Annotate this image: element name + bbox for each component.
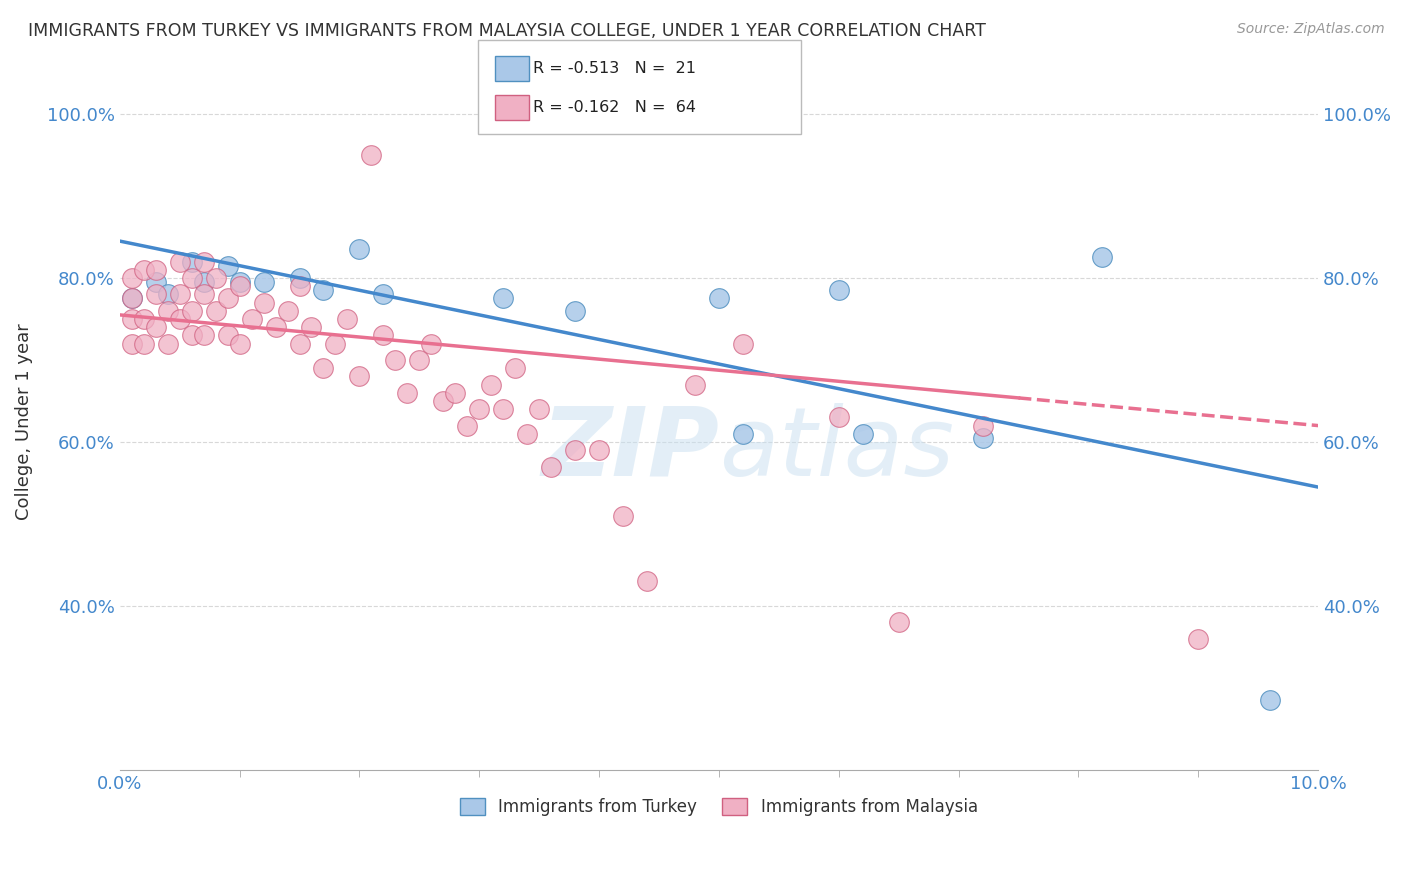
Text: R = -0.162   N =  64: R = -0.162 N = 64 (533, 100, 696, 114)
Point (731, 426, 754, 441)
Point (276, 303, 298, 318)
Point (156, 336, 179, 351)
Point (156, 303, 179, 318)
Point (169, 287, 191, 301)
Point (240, 312, 263, 326)
Point (264, 320, 287, 334)
Text: IMMIGRANTS FROM TURKEY VS IMMIGRANTS FROM MALAYSIA COLLEGE, UNDER 1 YEAR CORRELA: IMMIGRANTS FROM TURKEY VS IMMIGRANTS FRO… (28, 22, 986, 40)
Text: ZIP: ZIP (541, 403, 718, 496)
Point (121, 312, 143, 326)
Point (408, 353, 430, 368)
Point (683, 377, 706, 392)
Point (145, 262, 167, 277)
Point (396, 385, 419, 400)
Point (121, 271, 143, 285)
Point (503, 361, 526, 376)
Point (312, 283, 335, 297)
Point (588, 443, 610, 458)
Y-axis label: College, Under 1 year: College, Under 1 year (15, 323, 32, 520)
Point (336, 312, 359, 326)
Point (636, 574, 658, 589)
Point (456, 418, 478, 433)
Point (145, 287, 167, 301)
Point (707, 292, 730, 306)
Point (612, 508, 634, 523)
Point (360, 148, 382, 162)
Point (288, 271, 311, 285)
Point (1187, 632, 1209, 646)
Point (492, 292, 515, 306)
Point (312, 361, 335, 376)
Point (420, 336, 443, 351)
Point (217, 328, 239, 343)
Point (217, 259, 239, 273)
Point (180, 254, 202, 268)
Point (384, 353, 406, 368)
Point (540, 459, 562, 474)
Point (132, 312, 155, 326)
Legend: Immigrants from Turkey, Immigrants from Malaysia: Immigrants from Turkey, Immigrants from … (451, 789, 986, 824)
Point (169, 312, 191, 326)
Point (121, 336, 143, 351)
Point (516, 426, 538, 441)
Point (169, 254, 191, 268)
Point (121, 292, 143, 306)
Text: R = -0.513   N =  21: R = -0.513 N = 21 (533, 62, 696, 76)
Point (228, 275, 250, 289)
Point (193, 328, 215, 343)
Point (349, 242, 371, 256)
Point (252, 295, 274, 310)
Point (349, 369, 371, 384)
Point (180, 271, 202, 285)
Point (180, 328, 202, 343)
Point (288, 279, 311, 293)
Point (373, 287, 395, 301)
Point (121, 292, 143, 306)
Point (228, 279, 250, 293)
Point (217, 292, 239, 306)
Point (145, 275, 167, 289)
Point (828, 283, 851, 297)
Point (972, 431, 994, 445)
Point (228, 336, 250, 351)
Point (468, 402, 491, 417)
Point (444, 385, 467, 400)
Point (828, 410, 851, 425)
Point (204, 303, 226, 318)
Point (145, 320, 167, 334)
Point (564, 443, 586, 458)
Point (252, 275, 274, 289)
Point (193, 254, 215, 268)
Point (1091, 251, 1114, 265)
Point (180, 303, 202, 318)
Point (731, 336, 754, 351)
Point (972, 418, 994, 433)
Text: Source: ZipAtlas.com: Source: ZipAtlas.com (1237, 22, 1385, 37)
Point (204, 271, 226, 285)
Point (132, 336, 155, 351)
Point (288, 336, 311, 351)
Point (527, 402, 550, 417)
Point (492, 402, 515, 417)
Point (564, 303, 586, 318)
Point (193, 275, 215, 289)
Point (132, 262, 155, 277)
Point (852, 426, 875, 441)
Point (193, 287, 215, 301)
Point (373, 328, 395, 343)
Text: atlas: atlas (718, 403, 953, 496)
Point (325, 336, 347, 351)
Point (156, 287, 179, 301)
Point (1258, 693, 1281, 707)
Point (887, 615, 910, 630)
Point (432, 394, 454, 409)
Point (479, 377, 502, 392)
Point (301, 320, 323, 334)
